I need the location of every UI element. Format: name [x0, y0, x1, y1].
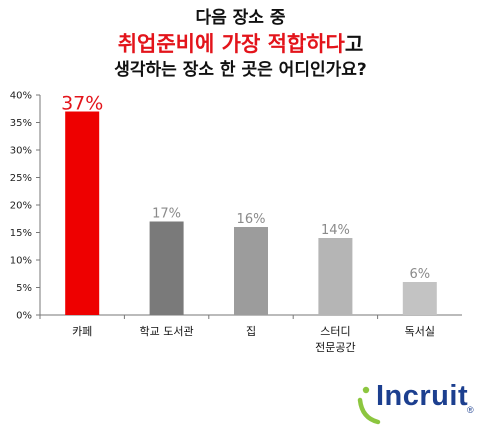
y-tick-label: 35%	[10, 118, 32, 129]
logo-text: Incruit	[376, 380, 469, 412]
data-label: 14%	[321, 223, 350, 238]
bar	[65, 111, 100, 315]
bar	[318, 238, 353, 315]
bar	[234, 227, 268, 315]
category-label: 전문공간	[315, 341, 355, 354]
bar	[402, 282, 437, 315]
category-label: 스터디	[320, 325, 350, 338]
title-line-2: 취업준비에 가장 적합하다고	[0, 30, 481, 58]
title-line-3: 생각하는 장소 한 곳은 어디인가요?	[114, 60, 367, 80]
y-tick-label: 40%	[10, 91, 32, 102]
y-tick-label: 10%	[10, 256, 32, 267]
incruit-logo: Incruit ®	[356, 378, 480, 428]
registered-mark: ®	[467, 405, 474, 415]
bar	[149, 221, 184, 315]
y-tick-label: 30%	[10, 146, 32, 157]
y-tick-label: 5%	[16, 283, 32, 294]
data-label: 17%	[152, 207, 181, 222]
title-line-1: 다음 장소 중	[195, 8, 286, 28]
category-label: 학교 도서관	[140, 325, 194, 338]
y-tick-label: 0%	[16, 311, 32, 322]
y-tick-label: 20%	[10, 201, 32, 212]
title-highlight: 취업준비에 가장 적합하다	[117, 32, 345, 56]
category-label: 카페	[72, 325, 92, 338]
y-tick-label: 25%	[10, 173, 32, 184]
chart-title: 다음 장소 중 취업준비에 가장 적합하다고 생각하는 장소 한 곳은 어디인가…	[0, 6, 481, 82]
data-label: 6%	[409, 267, 430, 282]
title-line-2-rest: 고	[344, 32, 364, 56]
y-tick-label: 15%	[10, 228, 32, 239]
category-label: 집	[246, 325, 256, 338]
data-label: 37%	[61, 93, 103, 115]
category-label: 독서실	[405, 325, 435, 338]
data-label: 16%	[237, 212, 266, 227]
logo-swoosh-icon	[357, 386, 381, 425]
